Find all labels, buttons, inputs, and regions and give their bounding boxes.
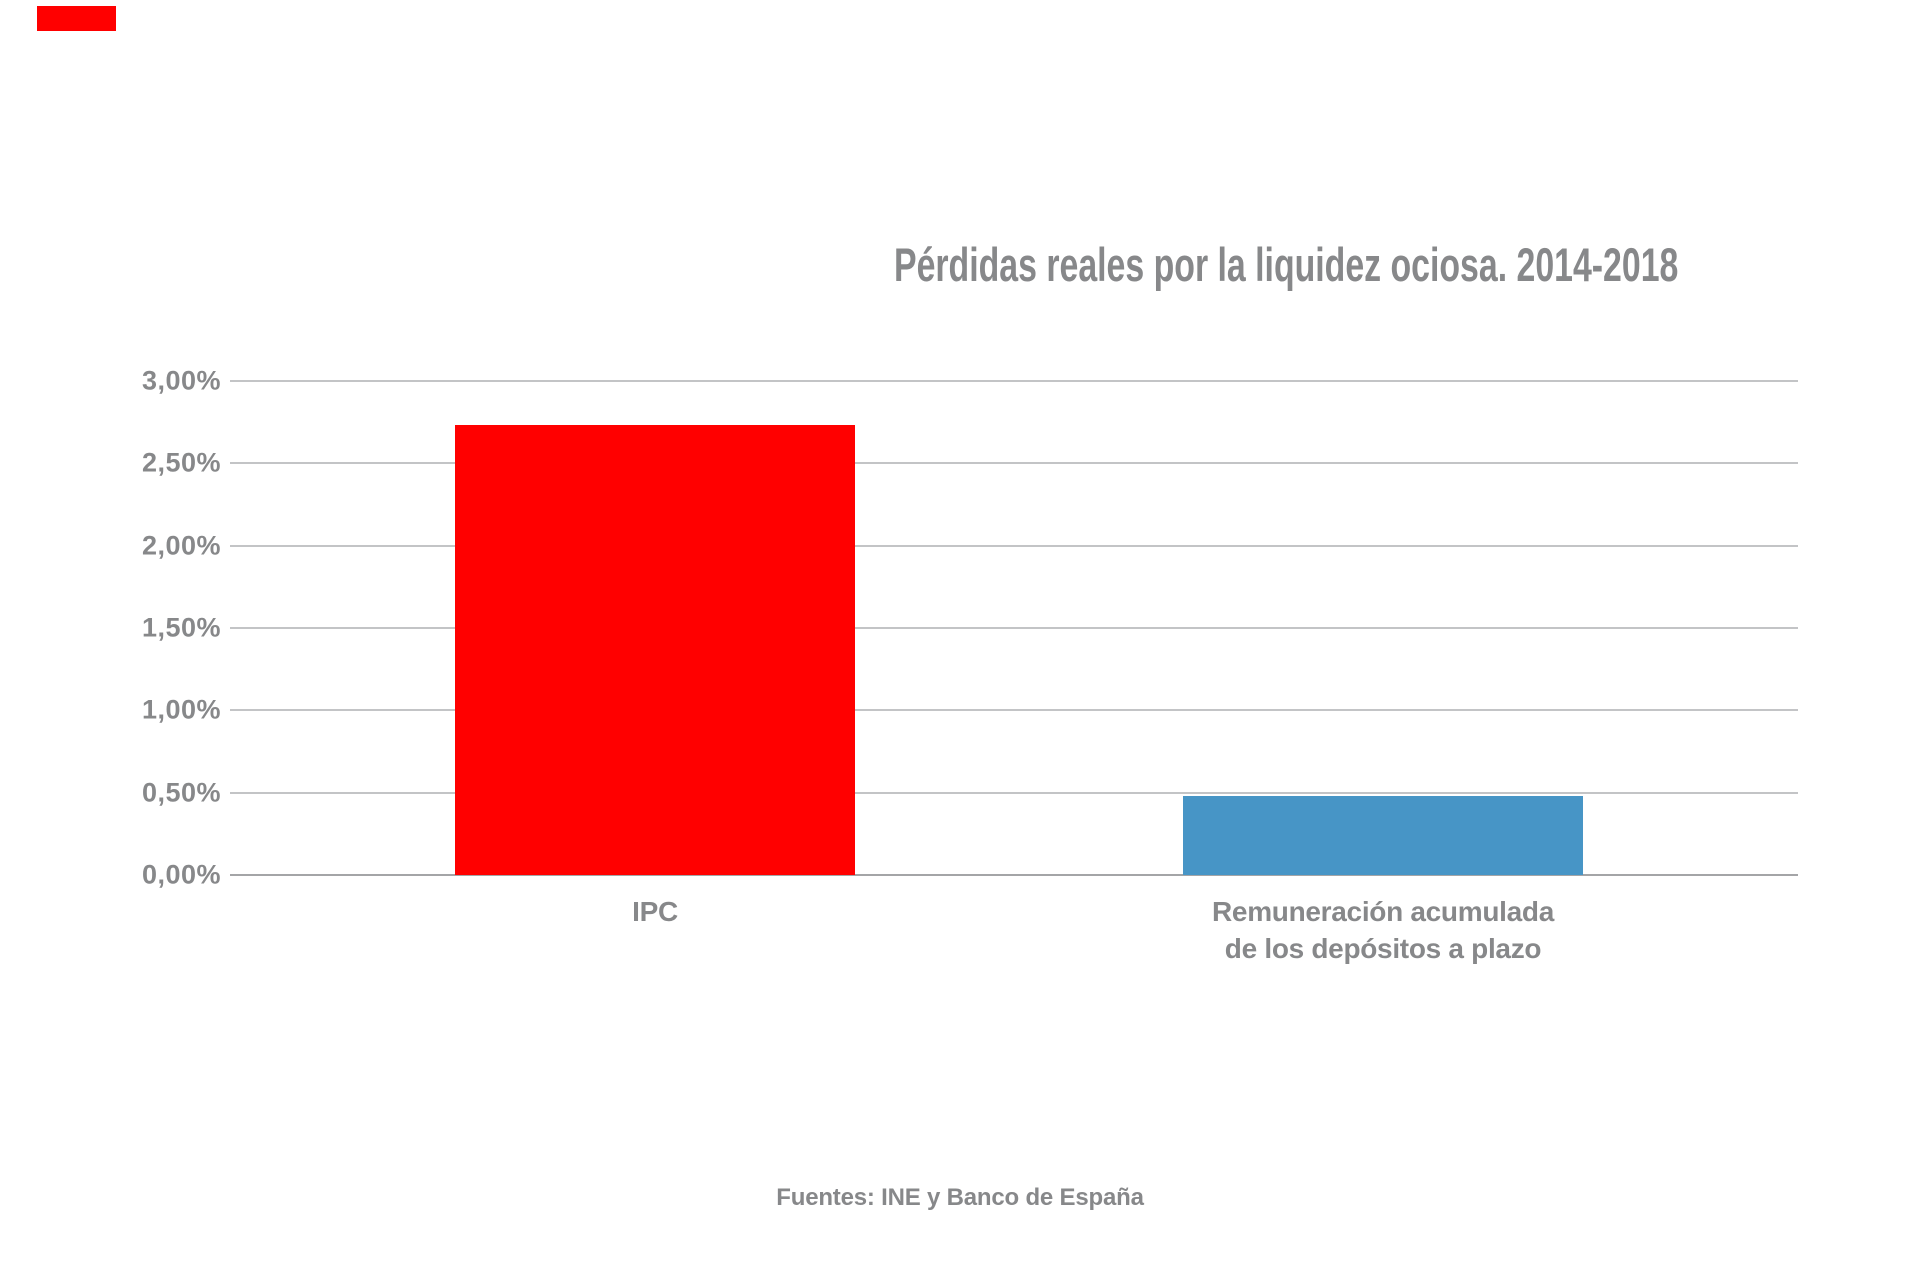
y-axis-tick-label: 2,50% bbox=[141, 447, 221, 478]
red-corner-mark bbox=[37, 6, 116, 31]
gridline bbox=[230, 544, 1798, 547]
y-axis-tick-label: 1,50% bbox=[141, 612, 221, 643]
y-axis-tick-label: 1,00% bbox=[141, 694, 221, 725]
gridline bbox=[230, 627, 1798, 629]
x-axis-category-label: IPC bbox=[632, 896, 678, 927]
y-axis-tick-label: 2,00% bbox=[141, 530, 221, 561]
bar-remuneración bbox=[1183, 795, 1583, 875]
gridline bbox=[230, 709, 1798, 712]
x-axis-category-label: Remuneración acumulada de los depósitos a… bbox=[1212, 896, 1554, 964]
x-axis-baseline bbox=[230, 874, 1798, 876]
y-axis-tick-label: 3,00% bbox=[141, 365, 221, 396]
chart-title: Pérdidas reales por la liquidez ociosa. … bbox=[894, 238, 1679, 291]
gridline bbox=[230, 380, 1798, 382]
bar-ipc bbox=[455, 425, 855, 875]
y-axis-tick-label: 0,00% bbox=[141, 859, 221, 890]
gridline bbox=[230, 462, 1798, 465]
y-axis-tick-label: 0,50% bbox=[141, 777, 221, 808]
gridline bbox=[230, 791, 1798, 794]
source-note: Fuentes: INE y Banco de España bbox=[776, 1184, 1144, 1211]
